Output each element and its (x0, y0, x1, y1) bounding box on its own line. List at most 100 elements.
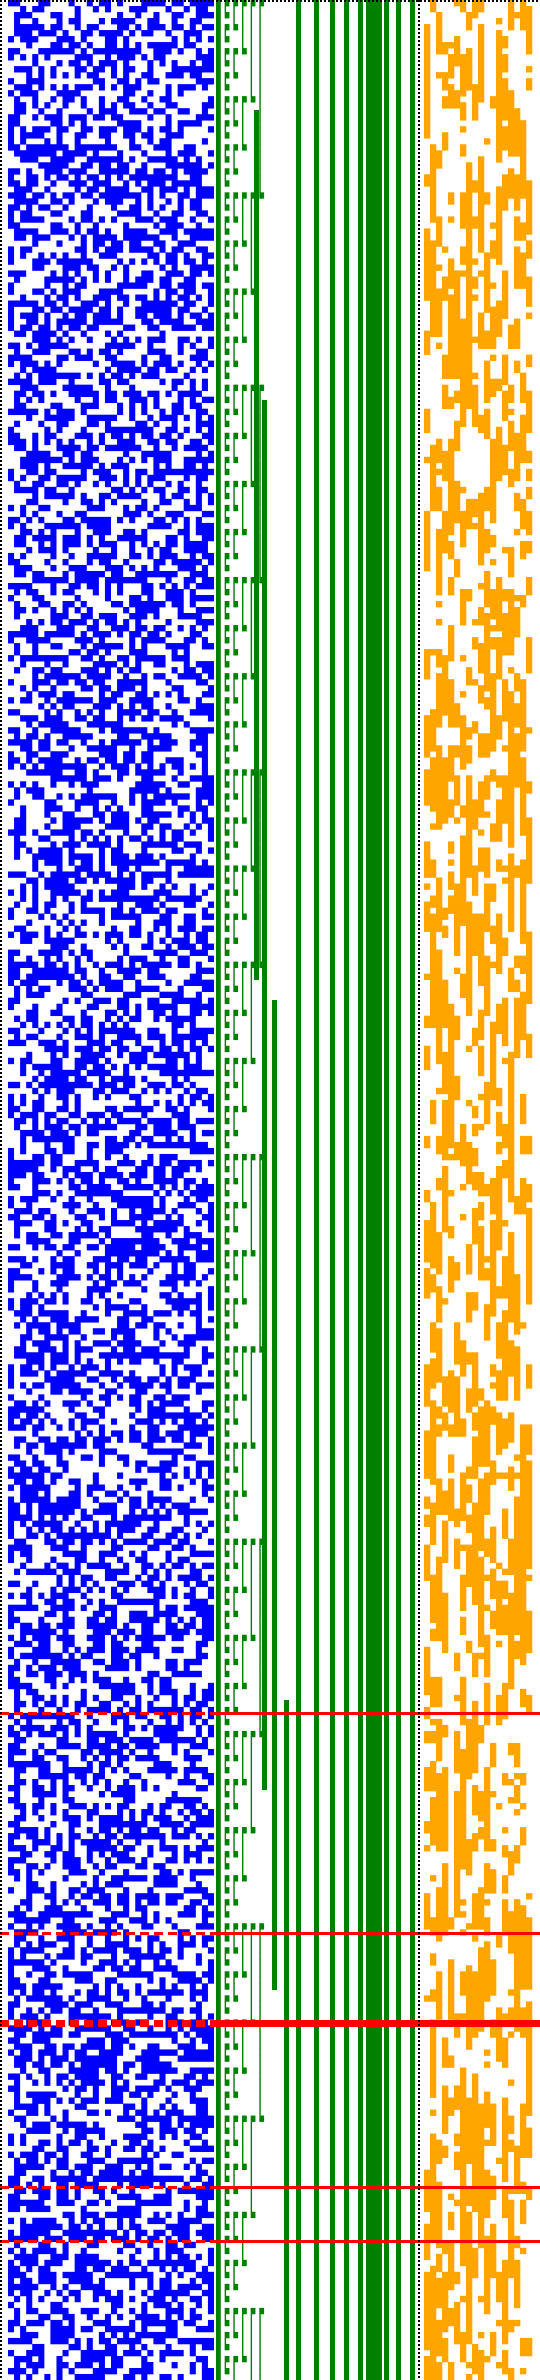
step-cell (216, 1959, 221, 1966)
step-edge (259, 2073, 261, 2080)
bit-cell (26, 78, 45, 85)
bit-cell (165, 90, 172, 97)
step-cell (250, 0, 256, 7)
bit-cell (165, 534, 178, 542)
step-edge (224, 1977, 227, 1984)
bit-cell (56, 1021, 63, 1029)
bit-cell (92, 1340, 111, 1347)
step-cell (216, 1977, 221, 1984)
step-edge (242, 1833, 244, 1840)
bit-cell (165, 462, 172, 470)
bit-cell (56, 1250, 63, 1257)
step-edge (233, 2217, 235, 2225)
bit-cell (183, 1766, 208, 1774)
bit-cell (159, 823, 172, 830)
step-cell (224, 733, 230, 740)
bit-cell (62, 1220, 69, 1227)
bit-cell (32, 883, 39, 890)
bit-cell (62, 462, 93, 470)
bit-cell (177, 480, 184, 488)
bit-cell (129, 414, 136, 422)
bit-cell (98, 288, 124, 295)
step-edge (250, 1196, 253, 1203)
bit-cell (74, 1646, 81, 1654)
bit-cell (56, 1328, 63, 1335)
step-edge (259, 1598, 261, 1606)
bit-cell (20, 2277, 33, 2285)
step-cell (224, 312, 230, 319)
step-cell (224, 216, 230, 223)
step-cell (216, 144, 221, 151)
step-edge (224, 1857, 227, 1864)
bit-cell (153, 1190, 160, 1197)
bit-cell (104, 1310, 111, 1317)
bit-cell (111, 1538, 118, 1545)
step-cell (233, 192, 239, 199)
bit-cell (117, 2007, 166, 2014)
step-cell (242, 817, 247, 824)
bit-cell (56, 1370, 87, 1377)
bit-cell (80, 2043, 105, 2050)
bit-cell (147, 2091, 154, 2098)
bit-cell (129, 2367, 154, 2375)
bit-cell (117, 1436, 124, 1443)
bit-cell (14, 1436, 27, 1443)
bit-cell (92, 1772, 105, 1780)
bit-cell (74, 1412, 87, 1419)
step-edge (250, 979, 253, 987)
step-cell (216, 1418, 221, 1425)
step-cell (224, 1706, 230, 1714)
bit-cell (147, 2241, 154, 2249)
bit-cell (159, 60, 166, 67)
step-cell (216, 168, 221, 175)
bit-cell (62, 2115, 69, 2122)
step-edge (250, 1202, 253, 1209)
bit-cell (153, 1262, 160, 1269)
bit-cell (8, 679, 15, 686)
bit-cell (123, 1730, 130, 1738)
bit-cell (44, 697, 51, 704)
bit-cell (8, 1177, 15, 1185)
step-cell (216, 1021, 221, 1029)
step-cell (233, 1129, 239, 1137)
step-edge (233, 114, 235, 121)
step-edge (242, 1959, 244, 1966)
bit-cell (38, 1292, 45, 1299)
bit-cell (62, 2211, 75, 2219)
bit-cell (26, 2109, 39, 2116)
step-edge (233, 1448, 235, 1455)
bit-cell (201, 1274, 208, 1281)
bit-cell (86, 1400, 93, 1407)
bit-cell (123, 450, 130, 458)
bit-cell (80, 1334, 87, 1341)
step-edge (250, 1352, 253, 1359)
bit-cell (38, 1514, 45, 1521)
bit-cell (195, 1959, 202, 1966)
step-edge (242, 1754, 244, 1762)
bit-cell (44, 1748, 57, 1756)
bit-cell (56, 426, 63, 434)
bit-cell (117, 1472, 124, 1479)
bit-cell (147, 595, 154, 602)
bit-cell (207, 1899, 214, 1906)
bit-cell (201, 366, 208, 373)
bit-cell (14, 2313, 21, 2321)
bit-cell (38, 1923, 45, 1930)
bit-cell (26, 1905, 33, 1912)
step-cell (242, 1105, 247, 1113)
bit-cell (98, 655, 105, 662)
bit-cell (111, 853, 130, 860)
step-cell (216, 2121, 221, 2128)
bit-cell (20, 504, 27, 512)
bit-cell (129, 1748, 136, 1756)
bit-cell (86, 2199, 99, 2207)
step-cell (224, 0, 230, 7)
bit-cell (38, 528, 45, 536)
bit-cell (8, 78, 15, 85)
bit-cell (74, 1057, 99, 1065)
bit-cell (117, 210, 142, 217)
bit-cell (44, 312, 51, 319)
step-edge (224, 2193, 227, 2201)
step-edge (259, 150, 261, 157)
step-cell (233, 1250, 239, 1257)
